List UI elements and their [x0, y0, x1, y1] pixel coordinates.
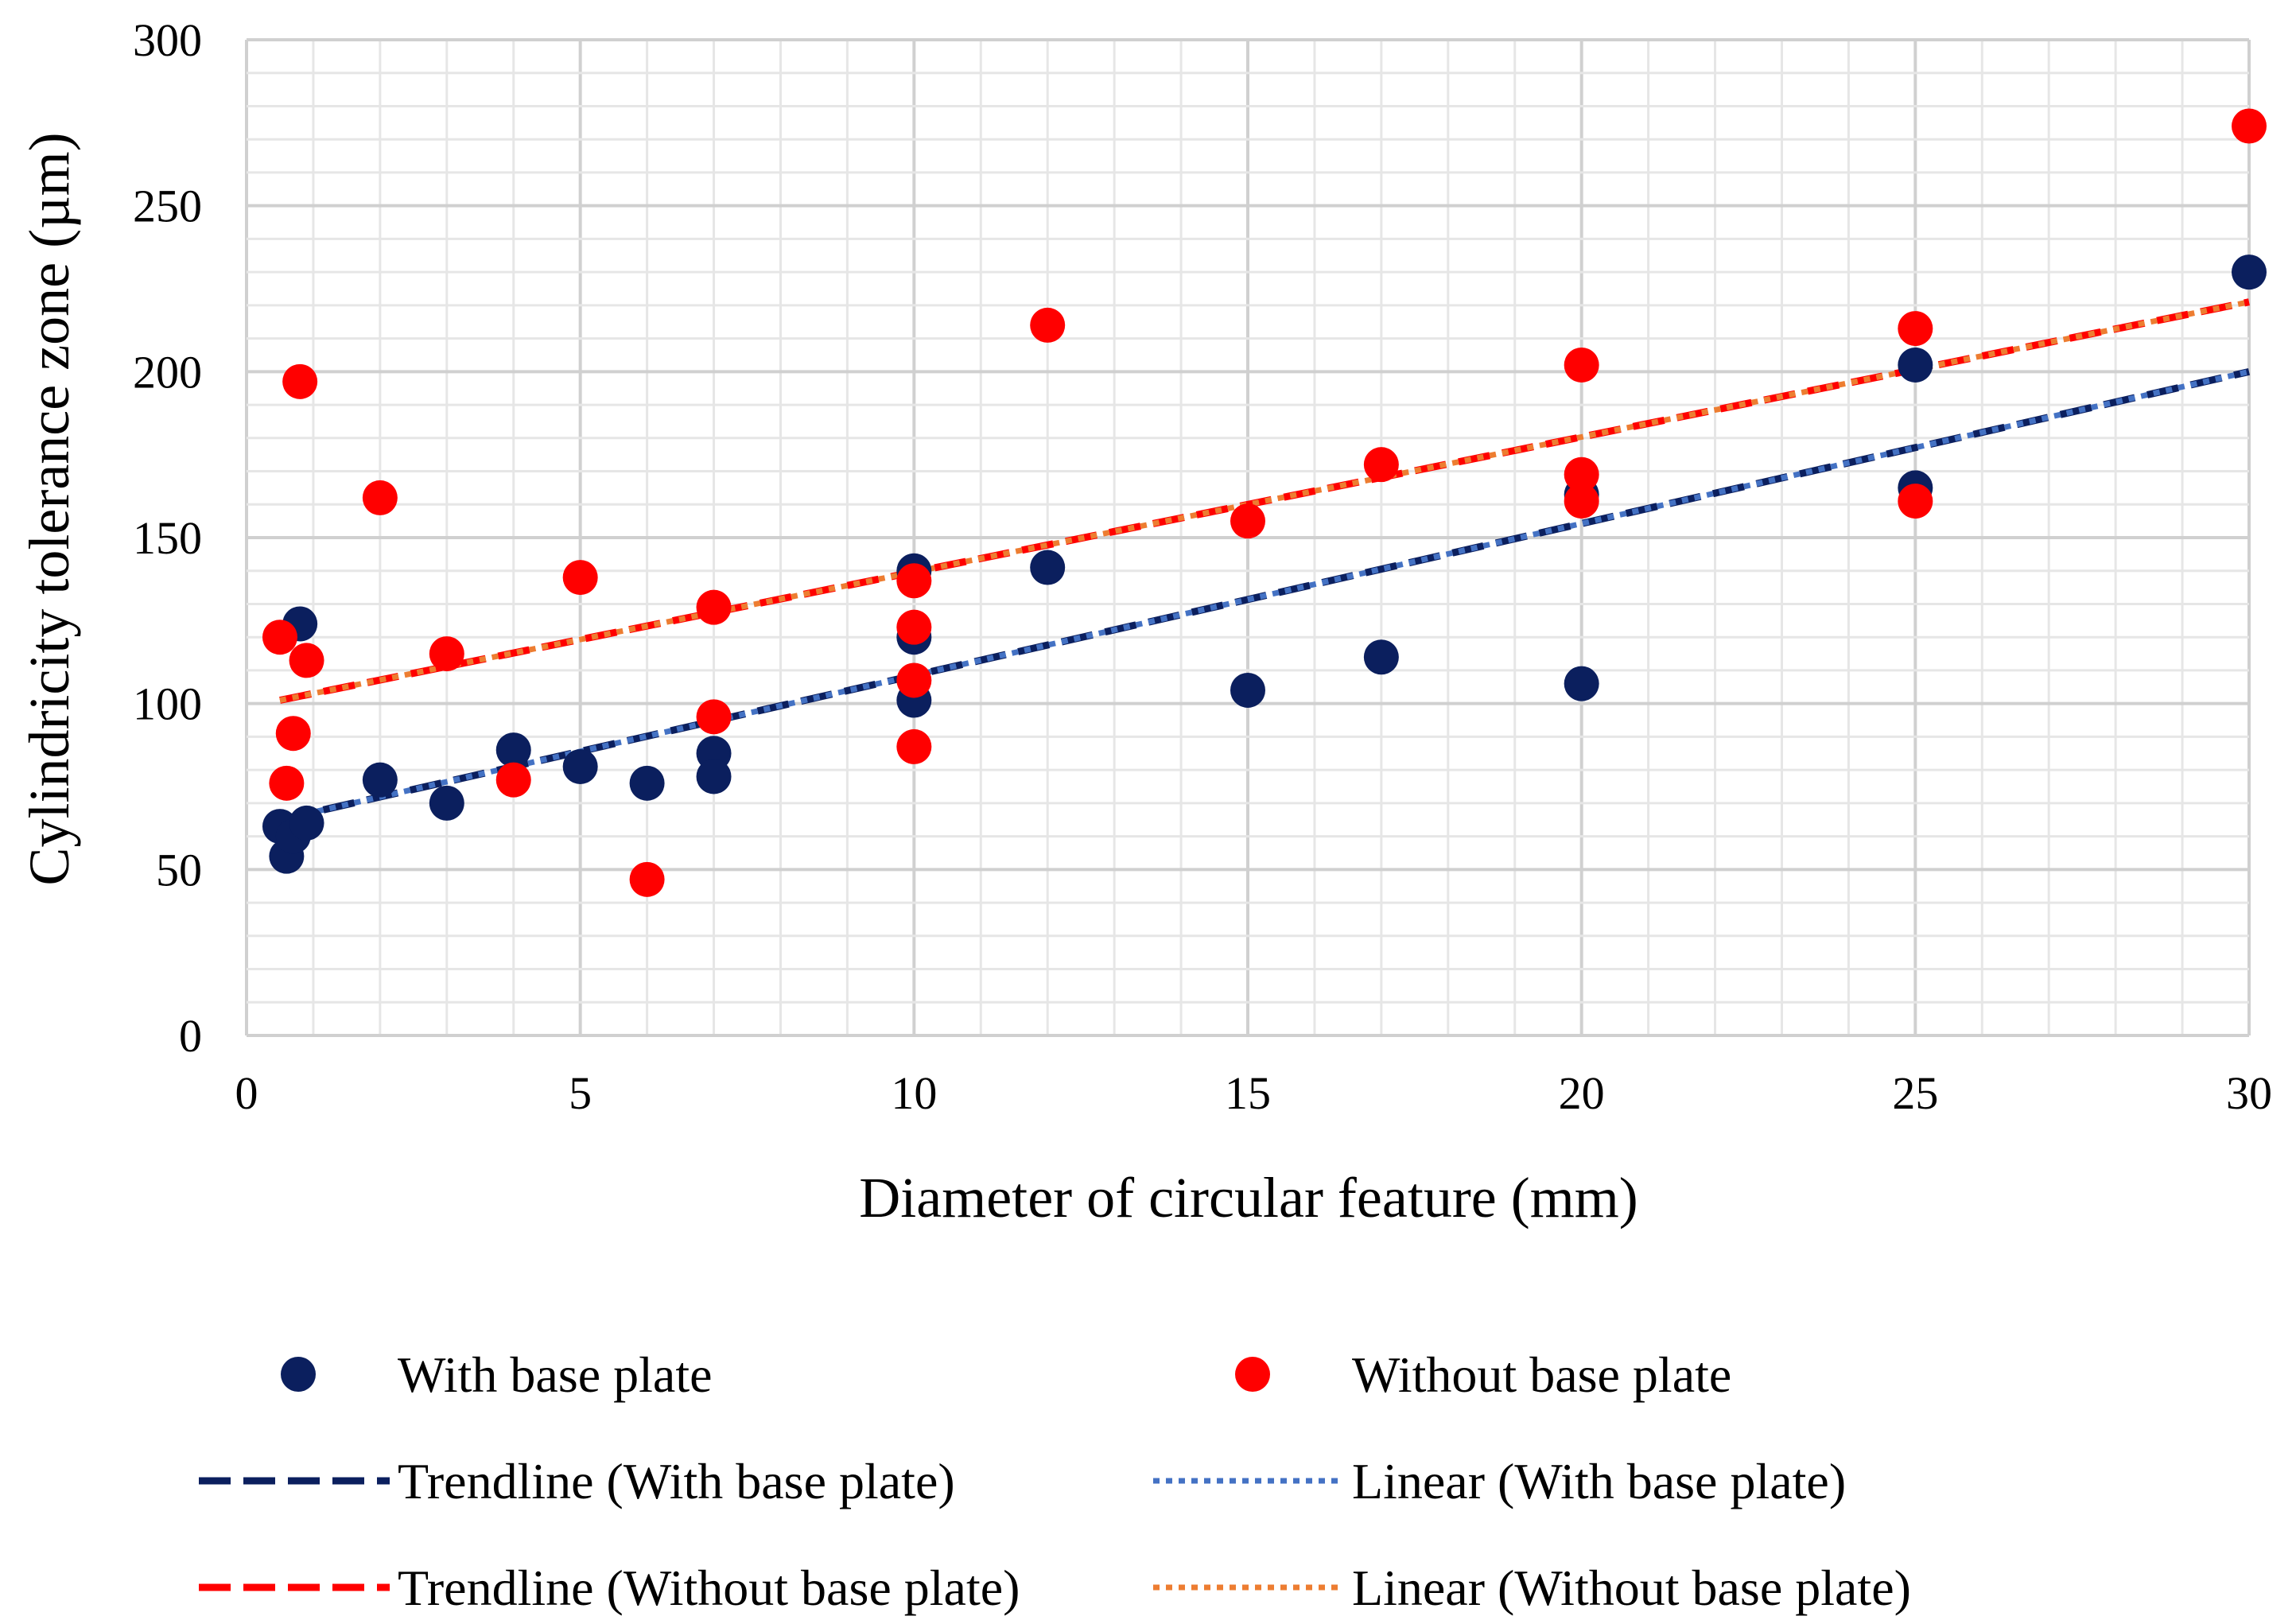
- x-tick-label: 25: [1892, 1067, 1938, 1119]
- point-without-base-plate: [275, 716, 311, 752]
- point-without-base-plate: [896, 563, 932, 599]
- point-without-base-plate: [896, 662, 932, 698]
- y-tick-label: 150: [133, 512, 202, 564]
- x-tick-label: 0: [235, 1067, 258, 1119]
- point-without-base-plate: [1230, 503, 1265, 539]
- point-without-base-plate: [1898, 484, 1933, 519]
- grid: [245, 38, 2251, 1037]
- point-with-base-plate: [1363, 639, 1399, 675]
- point-without-base-plate: [1030, 307, 1066, 343]
- point-without-base-plate: [629, 861, 665, 897]
- y-tick-label: 300: [133, 14, 202, 66]
- x-tick-label: 5: [569, 1067, 592, 1119]
- point-without-base-plate: [2232, 108, 2267, 144]
- data-points: [262, 108, 2267, 897]
- legend-label-linear-with-base-plate: Linear (With base plate): [1352, 1453, 1846, 1509]
- point-without-base-plate: [1564, 347, 1599, 383]
- point-with-base-plate: [495, 732, 531, 768]
- point-without-base-plate: [896, 609, 932, 645]
- legend-label-trendline-with-base-plate: Trendline (With base plate): [398, 1453, 955, 1509]
- point-without-base-plate: [1363, 447, 1399, 483]
- legend-label-with-base-plate: With base plate: [398, 1346, 713, 1403]
- point-with-base-plate: [1230, 672, 1265, 708]
- point-without-base-plate: [896, 728, 932, 764]
- y-tick-label: 50: [156, 844, 202, 895]
- x-tick-label: 15: [1225, 1067, 1271, 1119]
- point-without-base-plate: [289, 643, 324, 678]
- legend-symbol-with-base-plate: [281, 1357, 316, 1392]
- point-without-base-plate: [1564, 484, 1599, 519]
- point-without-base-plate: [282, 363, 318, 399]
- point-without-base-plate: [1564, 456, 1599, 492]
- point-with-base-plate: [2232, 254, 2267, 290]
- legend-label-without-base-plate: Without base plate: [1352, 1346, 1731, 1403]
- y-tick-label: 200: [133, 346, 202, 398]
- point-without-base-plate: [495, 762, 531, 798]
- legend-label-linear-without-base-plate: Linear (Without base plate): [1352, 1560, 1911, 1616]
- point-with-base-plate: [362, 762, 398, 798]
- x-axis-ticks: 0 5 10 15 20 25 30: [235, 1067, 2273, 1119]
- point-without-base-plate: [429, 636, 464, 672]
- point-without-base-plate: [262, 620, 297, 655]
- legend-label-trendline-without-base-plate: Trendline (Without base plate): [398, 1560, 1020, 1616]
- x-tick-label: 30: [2226, 1067, 2272, 1119]
- point-with-base-plate: [429, 785, 464, 821]
- point-without-base-plate: [696, 589, 732, 625]
- point-without-base-plate: [696, 699, 732, 735]
- point-without-base-plate: [362, 480, 398, 515]
- trendline-linear-with-base-plate: [279, 368, 2250, 823]
- point-with-base-plate: [289, 805, 324, 841]
- legend-symbol-without-base-plate: [1235, 1357, 1270, 1392]
- y-axis-title: Cylindricity tolerance zone (µm): [17, 132, 81, 885]
- y-tick-label: 100: [133, 678, 202, 730]
- point-with-base-plate: [1564, 666, 1599, 701]
- x-axis-title: Diameter of circular feature (mm): [859, 1166, 1638, 1230]
- y-tick-label: 0: [179, 1010, 202, 1062]
- y-tick-label: 250: [133, 181, 202, 232]
- x-tick-label: 10: [891, 1067, 937, 1119]
- point-with-base-plate: [1898, 347, 1933, 383]
- x-tick-label: 20: [1559, 1067, 1605, 1119]
- trendline-linear-without-base-plate: [279, 299, 2250, 703]
- point-with-base-plate: [562, 748, 598, 784]
- y-axis-ticks: 0 50 100 150 200 250 300: [133, 14, 202, 1062]
- legend: With base plate Without base plate Trendli…: [199, 1346, 1911, 1616]
- point-without-base-plate: [1898, 311, 1933, 347]
- point-without-base-plate: [562, 560, 598, 596]
- point-with-base-plate: [1030, 550, 1066, 585]
- point-with-base-plate: [629, 765, 665, 801]
- point-with-base-plate: [696, 759, 732, 794]
- point-without-base-plate: [269, 765, 305, 801]
